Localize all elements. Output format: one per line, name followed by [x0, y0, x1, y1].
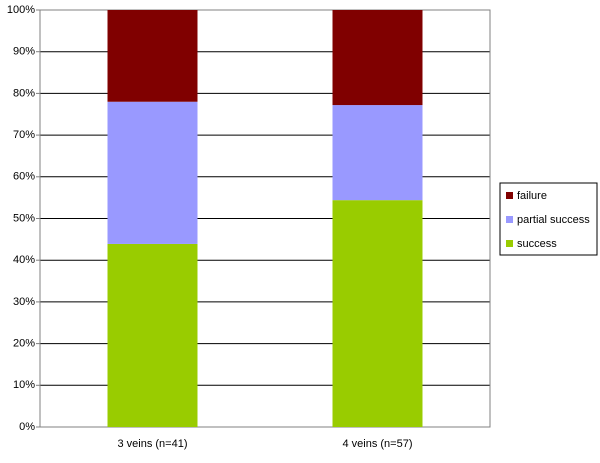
y-tick-label: 40%	[13, 254, 35, 266]
y-tick-label: 30%	[13, 296, 35, 308]
x-tick-label: 3 veins (n=41)	[117, 438, 187, 450]
bar-segment	[332, 200, 423, 427]
legend-swatch	[506, 240, 513, 247]
bar-segment	[332, 105, 423, 201]
plot-border	[39, 9, 491, 428]
legend-swatch	[506, 216, 513, 223]
y-tick-label: 60%	[13, 171, 35, 183]
legend-box	[499, 182, 598, 256]
y-tick-label: 50%	[13, 212, 35, 224]
x-tick-label: 4 veins (n=57)	[342, 438, 412, 450]
y-tick-label: 20%	[13, 338, 35, 350]
y-tick-label: 70%	[13, 129, 35, 141]
y-tick-label: 80%	[13, 87, 35, 99]
y-tick-label: 100%	[7, 4, 35, 16]
legend-label: success	[517, 238, 557, 250]
y-tick-label: 90%	[13, 46, 35, 58]
legend-swatch	[506, 192, 513, 199]
legend-label: partial success	[517, 214, 590, 226]
bar-segment	[332, 10, 423, 106]
y-tick-label: 10%	[13, 379, 35, 391]
legend-label: failure	[517, 190, 547, 202]
y-tick-label: 0%	[19, 421, 35, 433]
bar-segment	[107, 101, 198, 244]
bar-segment	[107, 10, 198, 102]
bar-segment	[107, 243, 198, 427]
